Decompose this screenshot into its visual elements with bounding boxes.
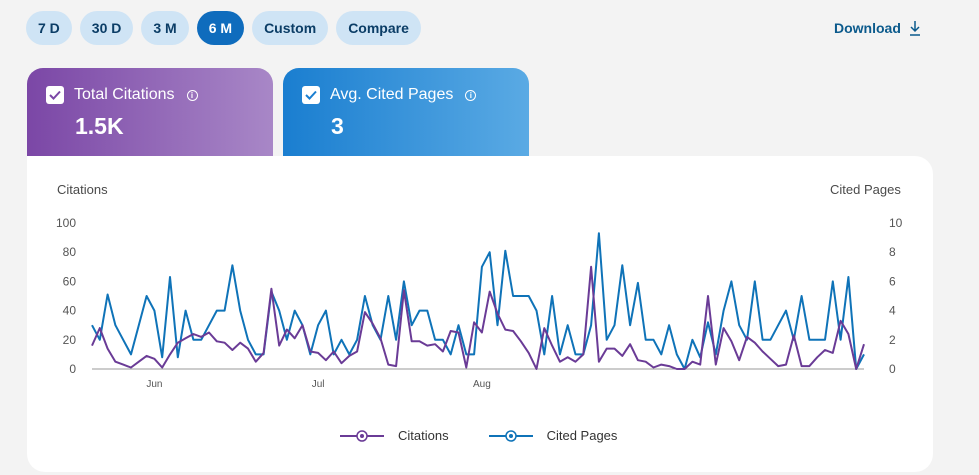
citations-legend-marker	[340, 429, 384, 442]
avg-cited-pages-card[interactable]: Avg. Cited Pages i 3	[283, 68, 529, 173]
chart-panel	[27, 156, 933, 472]
left-tick-label: 60	[63, 274, 77, 288]
check-icon	[305, 90, 317, 100]
left-tick-label: 100	[56, 216, 76, 230]
range-7d-button[interactable]: 7 D	[26, 11, 72, 45]
left-axis-title: Citations	[57, 182, 108, 197]
left-tick-label: 80	[63, 245, 77, 259]
range-6m-button[interactable]: 6 M	[196, 11, 245, 45]
citations-checkbox[interactable]	[46, 86, 64, 104]
left-tick-label: 40	[63, 304, 77, 318]
cited-pages-series-line	[91, 232, 865, 370]
range-compare-button[interactable]: Compare	[336, 11, 421, 45]
cited-pages-checkbox[interactable]	[302, 86, 320, 104]
avg-cited-pages-value: 3	[331, 113, 344, 139]
right-tick-label: 4	[889, 304, 896, 318]
right-tick-label: 2	[889, 333, 896, 347]
citations-series-line	[91, 265, 865, 370]
range-3m-button[interactable]: 3 M	[141, 11, 189, 45]
range-selector: 7 D 30 D 3 M 6 M Custom Compare	[26, 11, 421, 45]
right-axis-title: Cited Pages	[830, 182, 901, 197]
range-30d-button[interactable]: 30 D	[79, 11, 134, 45]
legend-item-cited-pages[interactable]: Cited Pages	[488, 428, 618, 443]
download-button[interactable]: Download	[834, 20, 921, 36]
legend-item-citations[interactable]: Citations	[340, 428, 449, 443]
info-icon[interactable]: i	[465, 89, 477, 101]
avg-cited-pages-label: Avg. Cited Pages	[330, 86, 454, 103]
left-tick-label: 20	[63, 333, 77, 347]
legend-label-cited-pages: Cited Pages	[546, 428, 618, 443]
x-tick-label: Jul	[312, 379, 325, 390]
x-tick-label: Aug	[473, 379, 491, 390]
download-label: Download	[834, 20, 901, 36]
left-tick-label: 0	[69, 362, 76, 376]
cited-pages-legend-marker	[488, 429, 533, 442]
total-citations-label: Total Citations	[74, 86, 175, 103]
x-tick-label: Jun	[146, 379, 162, 390]
right-tick-label: 8	[889, 245, 896, 259]
right-tick-label: 10	[889, 216, 903, 230]
total-citations-value: 1.5K	[75, 113, 124, 139]
chart-legend: Citations Cited Pages	[340, 428, 617, 443]
legend-label-citations: Citations	[398, 428, 449, 443]
download-icon	[909, 21, 920, 36]
right-tick-label: 0	[889, 362, 896, 376]
info-icon[interactable]: i	[186, 89, 198, 101]
right-tick-label: 6	[889, 274, 896, 288]
range-custom-button[interactable]: Custom	[252, 11, 329, 45]
total-citations-card[interactable]: Total Citations i 1.5K	[27, 68, 273, 173]
check-icon	[49, 90, 61, 100]
